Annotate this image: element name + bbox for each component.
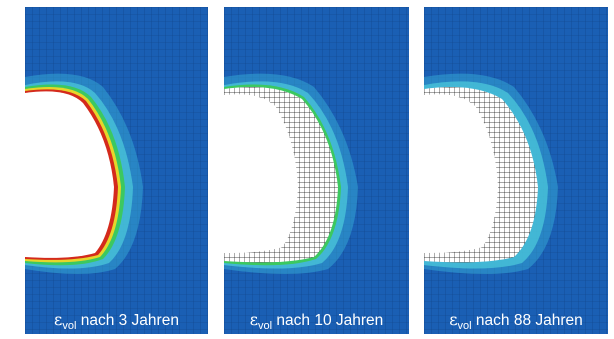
caption-text: nach 10 Jahren <box>276 311 384 329</box>
epsilon-symbol: ε <box>249 309 259 329</box>
fem-mesh-plot <box>25 7 208 334</box>
symbol-subscript: vol <box>457 319 472 332</box>
tunnel-opening <box>224 94 298 253</box>
epsilon-symbol: ε <box>54 309 63 329</box>
symbol-subscript: vol <box>258 319 273 332</box>
symbol-subscript: vol <box>62 319 77 332</box>
contour-panel-10-years: εvol nach 10 Jahren <box>224 7 409 334</box>
contour-panel-88-years: εvol nach 88 Jahren <box>424 7 608 334</box>
panel-caption: εvol nach 10 Jahren <box>224 309 409 332</box>
tunnel-opening <box>424 94 498 253</box>
panel-caption: εvol nach 88 Jahren <box>424 309 608 332</box>
fem-mesh-plot <box>224 7 409 334</box>
contour-panel-3-years: εvol nach 3 Jahren <box>25 7 208 334</box>
caption-text: nach 3 Jahren <box>80 311 179 329</box>
tunnel-opening <box>25 91 114 258</box>
caption-text: nach 88 Jahren <box>475 311 583 329</box>
fem-mesh-plot <box>424 7 608 334</box>
panel-caption: εvol nach 3 Jahren <box>25 309 208 332</box>
epsilon-symbol: ε <box>449 309 458 329</box>
